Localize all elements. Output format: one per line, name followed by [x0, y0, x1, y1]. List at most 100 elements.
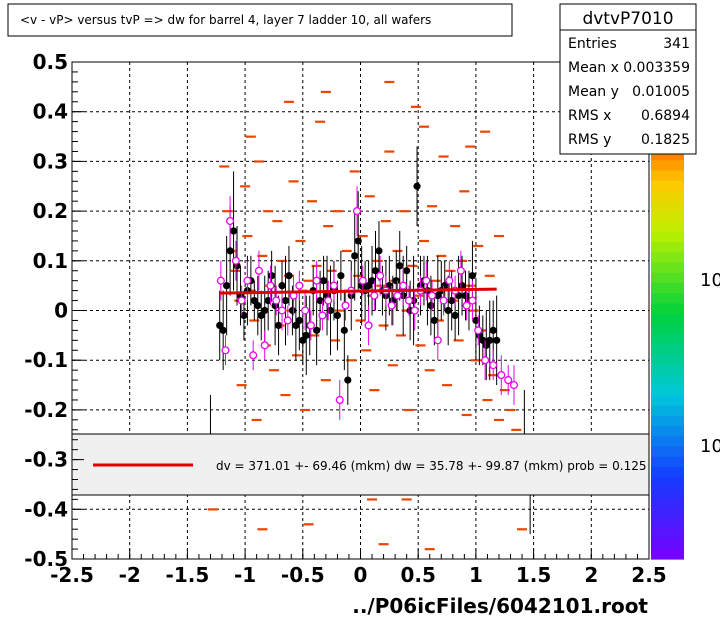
stats-box: dvtvP7010 Entries 341 Mean x 0.003359 Me…	[559, 3, 697, 155]
histogram-cell	[493, 234, 504, 238]
histogram-cell	[300, 408, 311, 412]
magenta-point	[462, 301, 471, 310]
black-point	[444, 306, 452, 315]
histogram-cell	[511, 428, 522, 431]
colorbar-band	[651, 201, 684, 212]
histogram-cell	[292, 354, 303, 357]
colorbar-band	[651, 364, 684, 376]
black-point	[288, 306, 297, 315]
colorbar-band	[651, 518, 684, 529]
histogram-cell	[499, 389, 510, 392]
histogram-cell	[320, 90, 331, 94]
histogram-cell	[480, 130, 491, 133]
magenta-point	[306, 321, 315, 330]
histogram-cell	[257, 254, 268, 258]
histogram-cell	[407, 264, 418, 267]
histogram-cell	[357, 234, 368, 238]
legend-text: dv = 371.01 +- 69.46 (mkm) dw = 35.78 +-…	[216, 459, 647, 473]
histogram-cell	[288, 180, 299, 183]
magenta-point	[324, 296, 333, 305]
y-tick-label: 0.3	[33, 149, 68, 173]
colorbar-band	[651, 252, 684, 264]
magenta-point	[341, 301, 350, 310]
histogram-cell	[219, 165, 230, 168]
colorbar-band	[651, 282, 684, 294]
black-point	[226, 247, 234, 255]
colorbar-band	[651, 180, 684, 192]
histogram-cell	[380, 220, 391, 223]
y-tick-label: 0.2	[33, 199, 68, 223]
black-point	[489, 326, 497, 334]
histogram-cell	[283, 100, 294, 103]
black-point	[264, 296, 272, 305]
histogram-cell	[418, 125, 429, 128]
magenta-point	[335, 395, 344, 405]
histogram-cell	[240, 185, 251, 188]
magenta-point	[489, 361, 498, 370]
x-axis-title: ../P06icFiles/6042101.root	[352, 594, 648, 618]
colorbar-band	[651, 334, 684, 345]
black-point	[326, 306, 335, 315]
histogram-cell	[307, 200, 318, 203]
black-point	[229, 227, 238, 235]
black-point	[371, 267, 380, 275]
stats-label-rms-y: RMS y	[568, 132, 611, 148]
histogram-cell	[303, 523, 314, 526]
histogram-cell	[430, 279, 441, 282]
histogram-cell	[445, 269, 456, 272]
colorbar-band	[651, 446, 684, 458]
colorbar-band	[651, 231, 684, 243]
colorbar-band	[651, 344, 684, 356]
histogram-cell	[387, 364, 398, 367]
colorbar-band	[651, 313, 684, 325]
histogram-cell	[330, 339, 341, 342]
histogram-cell	[395, 334, 406, 337]
stats-label-mean-y: Mean y	[568, 84, 619, 100]
magenta-point	[509, 380, 519, 390]
histogram-cell	[427, 205, 438, 208]
stats-label-entries: Entries	[568, 36, 617, 52]
stats-label-mean-x: Mean x	[568, 60, 619, 76]
histogram-cell	[323, 225, 334, 228]
colorbar-band	[651, 405, 684, 417]
histogram-cell	[418, 239, 429, 243]
title-box	[7, 3, 513, 37]
black-point	[302, 331, 310, 339]
black-point	[396, 262, 404, 270]
magenta-point	[456, 266, 465, 275]
colorbar-band	[651, 426, 684, 437]
colorbar-band	[651, 436, 684, 448]
colorbar	[651, 150, 684, 560]
stats-value-mean-x: 0.003359	[623, 60, 690, 76]
colorbar-band	[651, 354, 684, 366]
colorbar-band	[651, 497, 684, 509]
black-point	[333, 311, 342, 320]
y-tick-label: -0.5	[24, 547, 68, 571]
histogram-cell	[473, 244, 484, 248]
black-point	[403, 267, 411, 275]
histogram-cell	[364, 195, 375, 198]
black-point	[274, 321, 283, 330]
histogram-cell	[517, 528, 528, 531]
magenta-point	[272, 296, 281, 305]
magenta-point	[301, 306, 310, 315]
colorbar-band	[651, 303, 684, 315]
magenta-point	[433, 336, 442, 345]
x-tick-label: -1	[234, 563, 256, 587]
black-point	[281, 296, 290, 305]
colorbar-band	[651, 242, 684, 253]
colorbar-band	[651, 385, 684, 396]
black-point	[223, 282, 231, 290]
magenta-point	[266, 281, 275, 290]
colorbar-band	[651, 170, 684, 182]
black-point	[472, 316, 480, 325]
colorbar-band	[651, 293, 684, 304]
magenta-point	[364, 321, 373, 330]
colorbar-band	[651, 528, 684, 540]
black-point	[486, 336, 494, 344]
black-point	[337, 272, 345, 280]
magenta-point	[243, 276, 252, 285]
colorbar-band	[651, 150, 684, 161]
histogram-cell	[236, 384, 247, 387]
colorbar-band	[651, 466, 684, 478]
